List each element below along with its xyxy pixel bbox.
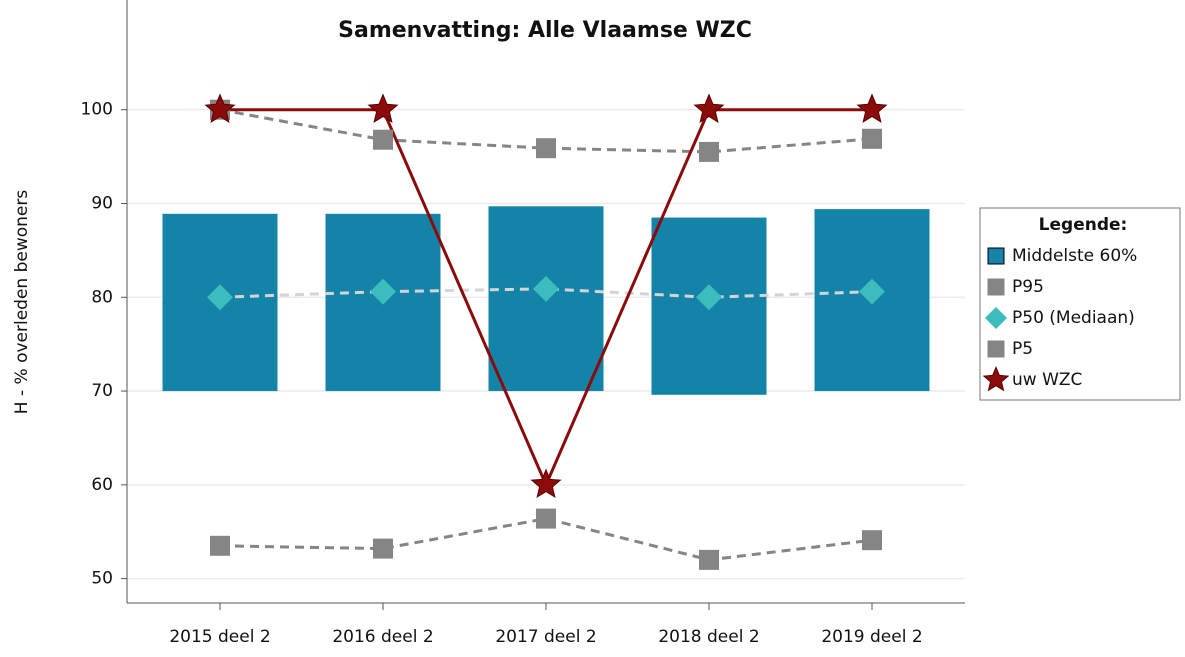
marker-diamond	[696, 284, 722, 311]
x-tick-label: 2016 deel 2	[332, 627, 433, 647]
marker-diamond	[533, 275, 559, 302]
y-tick-label: 50	[91, 569, 113, 589]
marker-star	[982, 366, 1010, 392]
chart-title: Samenvatting: Alle Vlaamse WZC	[338, 18, 752, 43]
legend-title: Legende:	[1039, 215, 1128, 235]
legend-swatch	[987, 247, 1005, 265]
x-tick-label: 2015 deel 2	[169, 627, 270, 647]
x-tick-label: 2018 deel 2	[658, 627, 759, 647]
legend-label: P50 (Mediaan)	[1012, 308, 1135, 328]
marker-square	[699, 141, 719, 162]
marker-square	[373, 538, 393, 559]
y-tick-label: 70	[91, 381, 113, 401]
marker-star	[856, 93, 888, 123]
marker-square	[210, 535, 230, 556]
marker-square	[536, 138, 556, 159]
marker-star	[693, 93, 725, 123]
series-line	[219, 517, 873, 562]
legend-box	[979, 207, 1181, 401]
y-tick-label: 90	[91, 194, 113, 214]
y-tick-label: 100	[81, 100, 113, 120]
marker-diamond	[207, 284, 233, 311]
marker-diamond	[984, 306, 1008, 330]
marker-square	[373, 129, 393, 150]
marker-square	[862, 128, 882, 149]
marker-square	[699, 549, 719, 570]
y-axis-label: H - % overleden bewoners	[12, 190, 32, 415]
series-line	[219, 108, 873, 154]
legend-label: P5	[1012, 339, 1033, 359]
marker-square	[987, 340, 1005, 358]
legend-label: P95	[1012, 277, 1044, 297]
marker-square	[536, 508, 556, 529]
x-tick-label: 2017 deel 2	[495, 627, 596, 647]
x-tick-label: 2019 deel 2	[821, 627, 922, 647]
legend-label: Middelste 60%	[1012, 246, 1137, 266]
marker-star	[530, 468, 562, 499]
y-tick-label: 80	[91, 287, 113, 307]
legend-label: uw WZC	[1012, 370, 1082, 390]
y-tick-label: 60	[91, 475, 113, 495]
marker-square	[862, 530, 882, 551]
marker-diamond	[370, 278, 396, 305]
marker-star	[204, 93, 236, 123]
marker-diamond	[859, 278, 885, 305]
marker-square	[987, 278, 1005, 296]
series-line	[219, 287, 873, 299]
marker-star	[367, 93, 399, 123]
